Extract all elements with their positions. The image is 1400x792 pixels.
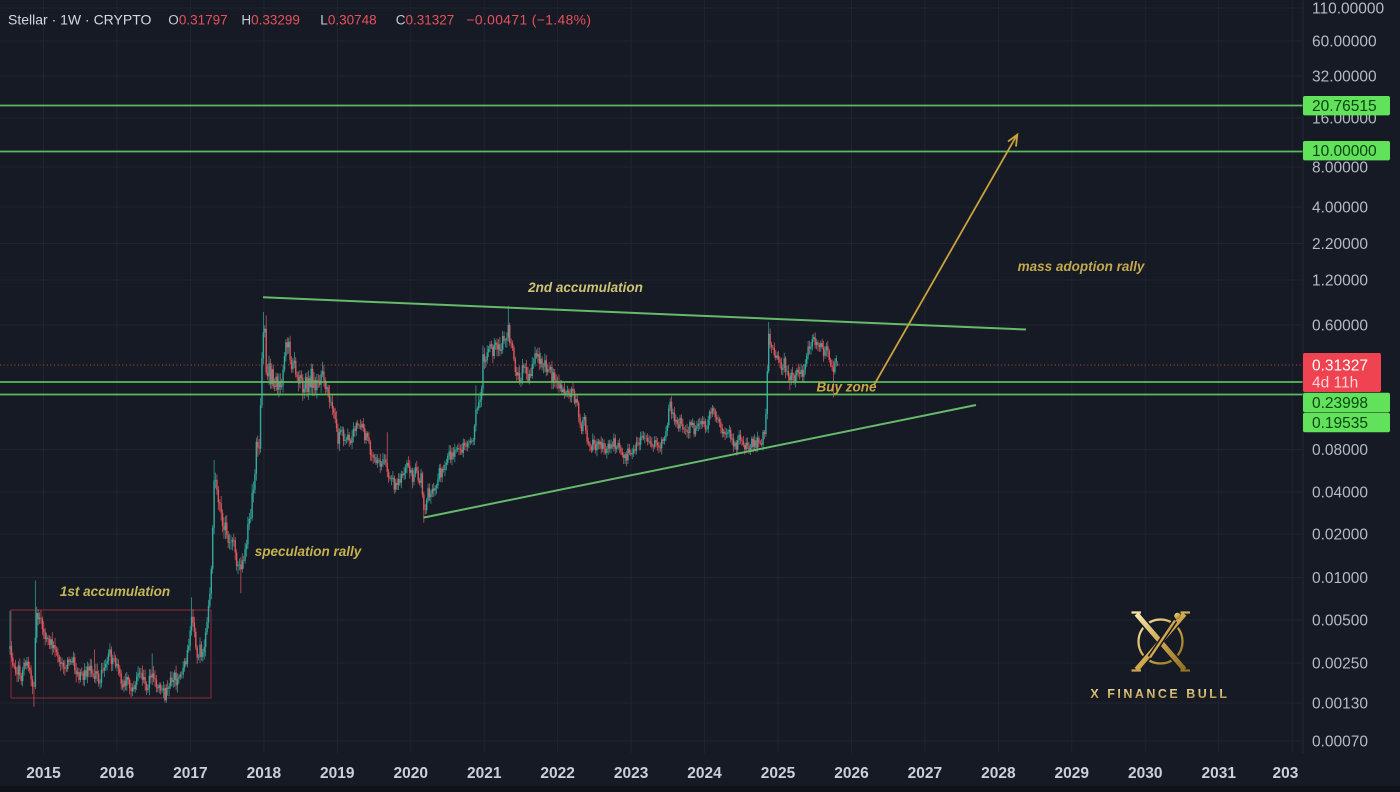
svg-text:2029: 2029 — [1055, 765, 1090, 782]
svg-text:C0.31327: C0.31327 — [396, 13, 455, 28]
svg-text:2025: 2025 — [761, 765, 796, 782]
svg-text:2027: 2027 — [908, 765, 942, 782]
svg-text:Buy zone: Buy zone — [816, 380, 876, 395]
svg-text:2021: 2021 — [467, 765, 502, 782]
svg-text:2023: 2023 — [614, 765, 649, 782]
svg-text:10.00000: 10.00000 — [1312, 143, 1377, 160]
svg-text:2015: 2015 — [26, 765, 61, 782]
svg-text:0.04000: 0.04000 — [1312, 484, 1368, 501]
svg-text:0.00500: 0.00500 — [1312, 612, 1368, 629]
svg-text:L0.30748: L0.30748 — [320, 13, 376, 28]
svg-text:4.00000: 4.00000 — [1312, 199, 1368, 216]
svg-text:2018: 2018 — [247, 765, 282, 782]
svg-text:speculation rally: speculation rally — [255, 544, 363, 559]
svg-text:2nd accumulation: 2nd accumulation — [527, 280, 643, 295]
svg-text:8.00000: 8.00000 — [1312, 159, 1368, 176]
svg-text:2026: 2026 — [834, 765, 869, 782]
svg-text:0.31327: 0.31327 — [1312, 358, 1368, 375]
svg-text:0.02000: 0.02000 — [1312, 526, 1368, 543]
svg-text:H0.33299: H0.33299 — [241, 13, 300, 28]
svg-text:2024: 2024 — [687, 765, 722, 782]
svg-text:110.00000: 110.00000 — [1312, 0, 1384, 17]
svg-text:−0.00471 (−1.48%): −0.00471 (−1.48%) — [466, 13, 591, 28]
svg-text:mass adoption rally: mass adoption rally — [1018, 259, 1146, 274]
svg-text:32.00000: 32.00000 — [1312, 68, 1377, 85]
svg-text:0.19535: 0.19535 — [1312, 415, 1368, 432]
svg-text:4d 11h: 4d 11h — [1312, 375, 1358, 392]
svg-text:2030: 2030 — [1128, 765, 1162, 782]
svg-text:0.23998: 0.23998 — [1312, 395, 1368, 412]
svg-text:2017: 2017 — [173, 765, 207, 782]
svg-text:60.00000: 60.00000 — [1312, 33, 1377, 50]
svg-text:O0.31797: O0.31797 — [168, 13, 227, 28]
svg-text:2031: 2031 — [1201, 765, 1236, 782]
svg-text:2.20000: 2.20000 — [1312, 236, 1368, 253]
svg-text:0.00070: 0.00070 — [1312, 733, 1368, 750]
svg-text:1st accumulation: 1st accumulation — [60, 584, 170, 599]
svg-text:1.20000: 1.20000 — [1312, 272, 1368, 289]
svg-text:Stellar · 1W · CRYPTO: Stellar · 1W · CRYPTO — [8, 12, 152, 28]
svg-text:0.01000: 0.01000 — [1312, 570, 1368, 587]
svg-text:2028: 2028 — [981, 765, 1016, 782]
svg-text:2020: 2020 — [394, 765, 428, 782]
svg-text:X FINANCE BULL: X FINANCE BULL — [1090, 687, 1229, 701]
svg-text:2016: 2016 — [100, 765, 135, 782]
svg-text:0.08000: 0.08000 — [1312, 442, 1368, 459]
svg-text:20.76515: 20.76515 — [1312, 98, 1377, 115]
svg-text:203: 203 — [1273, 765, 1299, 782]
svg-text:0.60000: 0.60000 — [1312, 317, 1368, 334]
svg-text:2022: 2022 — [540, 765, 574, 782]
svg-text:2019: 2019 — [320, 765, 355, 782]
svg-text:0.00130: 0.00130 — [1312, 695, 1368, 712]
svg-text:0.00250: 0.00250 — [1312, 655, 1368, 672]
